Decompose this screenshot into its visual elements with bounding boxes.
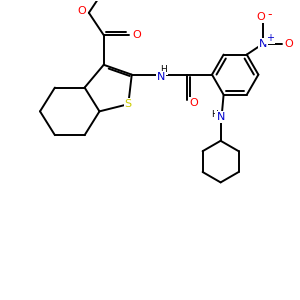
Text: H: H (160, 65, 167, 74)
Text: -: - (267, 8, 272, 21)
Text: O: O (256, 12, 265, 22)
Text: N: N (259, 39, 267, 49)
Text: O: O (285, 39, 293, 49)
Text: O: O (190, 98, 199, 108)
Text: N: N (157, 72, 165, 82)
Text: O: O (132, 30, 141, 40)
Text: N: N (216, 112, 225, 122)
Text: +: + (266, 33, 274, 43)
Text: O: O (77, 6, 86, 16)
Text: H: H (211, 110, 218, 118)
Text: S: S (125, 99, 132, 109)
